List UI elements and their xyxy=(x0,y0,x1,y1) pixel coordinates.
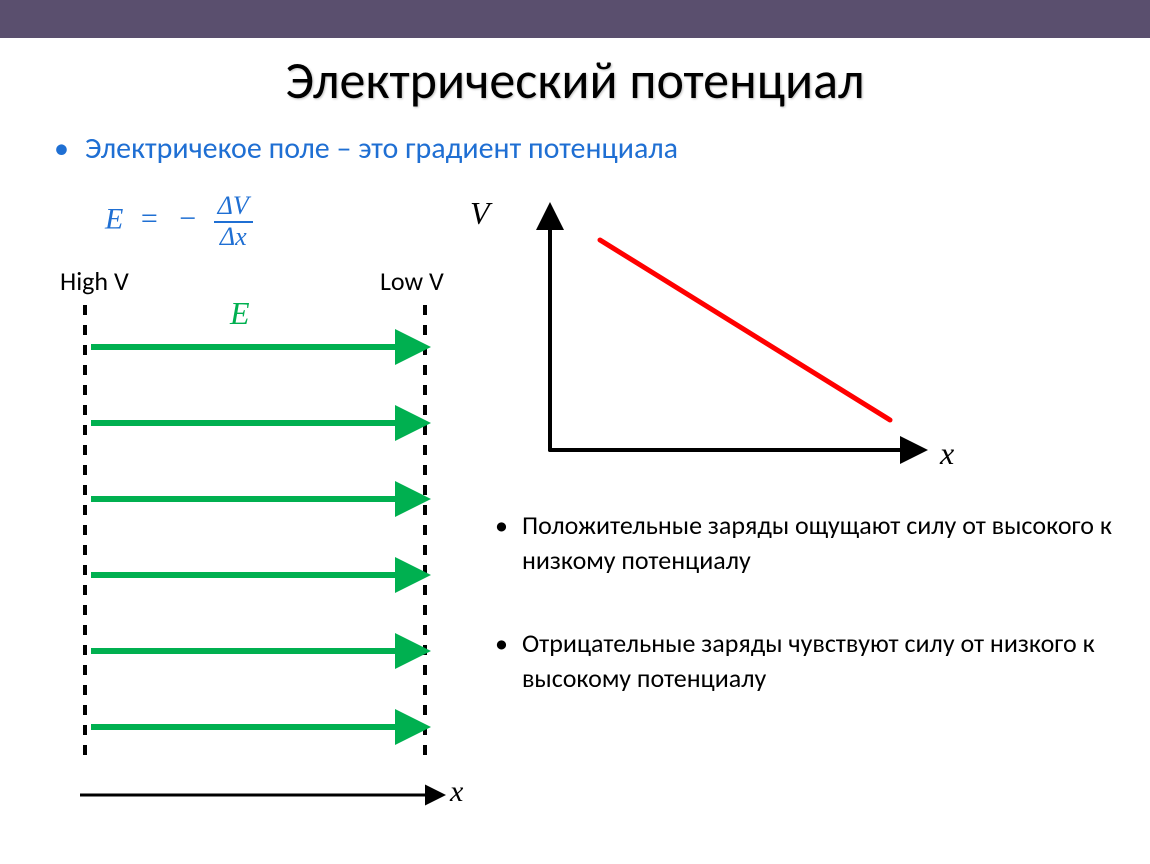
e-field-label: E xyxy=(230,295,250,332)
right-bullet-1-text: Положительные заряды ощущают силу от выс… xyxy=(522,508,1115,578)
field-x-axis-label: x xyxy=(450,775,463,809)
formula-lhs: E xyxy=(105,202,123,235)
right-bullet-2: • Отрицательные заряды чувствуют силу от… xyxy=(495,626,1115,696)
main-bullet: • Электричекое поле – это градиент потен… xyxy=(54,130,1150,167)
high-v-label: High V xyxy=(60,265,129,297)
header-bar xyxy=(0,0,1150,38)
bullet-dot-icon: • xyxy=(495,630,508,656)
bullet-dot-icon: • xyxy=(54,134,69,164)
formula-eq: = xyxy=(141,202,158,235)
bullet-dot-icon: • xyxy=(495,512,508,538)
formula-denominator: Δx xyxy=(214,223,253,252)
right-bullet-1: • Положительные заряды ощущают силу от в… xyxy=(495,508,1115,578)
right-bullet-2-text: Отрицательные заряды чувствуют силу от н… xyxy=(522,626,1115,696)
field-diagram: High V Low V E x xyxy=(60,265,490,825)
page-title: Электрический потенциал xyxy=(0,48,1150,112)
graph-svg xyxy=(520,200,950,480)
formula-fraction: ΔV Δx xyxy=(214,192,253,251)
formula-minus: − xyxy=(179,202,196,235)
field-svg xyxy=(60,265,490,825)
formula-e-gradient: E = − ΔV Δx xyxy=(105,192,253,251)
right-bullets: • Положительные заряды ощущают силу от в… xyxy=(495,508,1115,744)
low-v-label: Low V xyxy=(380,265,444,297)
graph-x-axis-label: x xyxy=(940,435,954,472)
main-bullet-text: Электричекое поле – это градиент потенци… xyxy=(85,130,678,167)
graph-v-axis-label: V xyxy=(470,195,490,232)
formula-numerator: ΔV xyxy=(214,192,253,223)
